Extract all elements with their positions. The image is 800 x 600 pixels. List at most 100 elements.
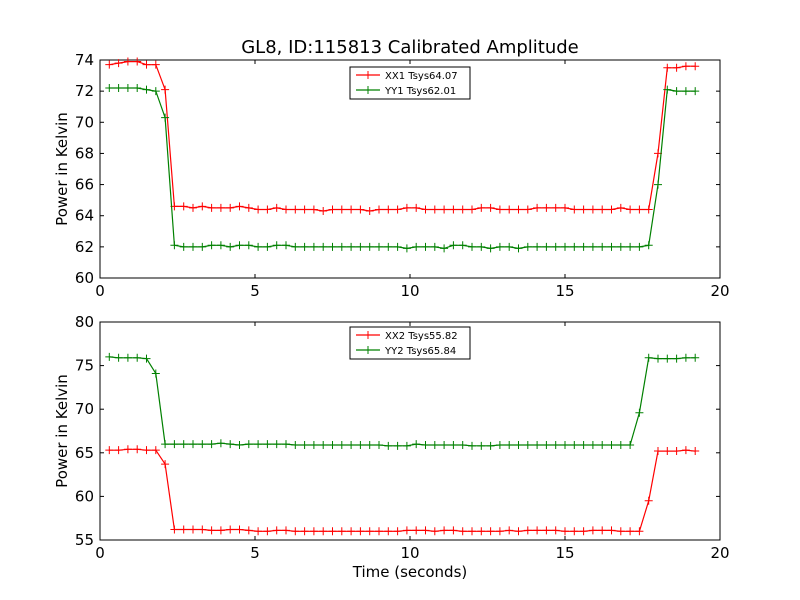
data-point bbox=[356, 527, 365, 536]
data-point bbox=[626, 242, 635, 251]
data-point bbox=[189, 440, 197, 449]
data-point bbox=[393, 242, 402, 251]
y-tick-label: 55 bbox=[75, 531, 94, 549]
data-point bbox=[291, 440, 300, 449]
data-point bbox=[291, 205, 300, 214]
data-point bbox=[151, 369, 160, 378]
data-point bbox=[570, 527, 579, 536]
data-point bbox=[616, 440, 625, 449]
data-point bbox=[133, 57, 142, 66]
data-point bbox=[300, 205, 309, 214]
data-point bbox=[681, 446, 690, 455]
data-point bbox=[523, 526, 532, 535]
data-point bbox=[514, 205, 523, 214]
data-point bbox=[142, 60, 151, 69]
data-point bbox=[309, 440, 318, 449]
data-point bbox=[244, 440, 253, 449]
data-point bbox=[449, 440, 458, 449]
data-point bbox=[170, 525, 179, 534]
data-point bbox=[309, 205, 318, 214]
data-point bbox=[123, 353, 132, 362]
data-point bbox=[607, 205, 616, 214]
data-point bbox=[588, 242, 597, 251]
data-point bbox=[626, 527, 635, 536]
data-point bbox=[198, 242, 207, 251]
data-point bbox=[412, 203, 421, 212]
data-point bbox=[672, 354, 681, 363]
legend-label: YY1 Tsys62.01 bbox=[384, 86, 456, 97]
data-point bbox=[430, 242, 439, 251]
data-point bbox=[384, 441, 393, 450]
data-point bbox=[309, 242, 318, 251]
data-point bbox=[542, 526, 551, 535]
data-point bbox=[588, 526, 597, 535]
data-point bbox=[477, 527, 486, 536]
data-point bbox=[216, 241, 225, 250]
data-point bbox=[542, 440, 551, 449]
data-point bbox=[337, 242, 346, 251]
data-point bbox=[691, 447, 700, 456]
data-point bbox=[495, 440, 504, 449]
data-point bbox=[226, 440, 235, 449]
data-point bbox=[347, 242, 356, 251]
data-point bbox=[533, 440, 542, 449]
data-point bbox=[691, 353, 700, 362]
data-point bbox=[133, 353, 142, 362]
data-point bbox=[468, 527, 476, 536]
data-point bbox=[561, 242, 569, 251]
data-point bbox=[300, 527, 309, 536]
data-point bbox=[393, 441, 402, 450]
data-point bbox=[626, 205, 635, 214]
data-point bbox=[663, 85, 672, 94]
data-point bbox=[356, 205, 365, 214]
data-point bbox=[458, 527, 467, 536]
data-point bbox=[663, 63, 672, 72]
data-point bbox=[356, 242, 365, 251]
data-point bbox=[468, 205, 476, 214]
legend-marker bbox=[364, 331, 372, 339]
data-point bbox=[588, 440, 597, 449]
data-point bbox=[421, 205, 430, 214]
data-point bbox=[644, 241, 653, 250]
bottom-plot: 0 5 10 15 20 55 60 65 70 75 80 Power in Kelvin Time … bbox=[53, 313, 730, 581]
data-point bbox=[365, 207, 374, 216]
data-point bbox=[672, 447, 681, 456]
data-point bbox=[328, 205, 337, 214]
data-point bbox=[235, 202, 244, 211]
data-point bbox=[440, 244, 449, 253]
data-point bbox=[421, 526, 430, 535]
data-point bbox=[161, 440, 170, 449]
data-point bbox=[542, 242, 551, 251]
data-point bbox=[402, 526, 411, 535]
data-point bbox=[244, 526, 253, 535]
data-point bbox=[216, 439, 225, 448]
data-point bbox=[477, 242, 486, 251]
data-point bbox=[477, 441, 486, 450]
data-point bbox=[681, 87, 690, 96]
data-point bbox=[402, 203, 411, 212]
data-point bbox=[672, 63, 681, 72]
data-point bbox=[151, 60, 160, 69]
data-point bbox=[207, 440, 216, 449]
data-point bbox=[365, 440, 374, 449]
data-point bbox=[505, 205, 514, 214]
data-point bbox=[579, 205, 588, 214]
y-tick-label: 64 bbox=[75, 207, 94, 225]
data-point bbox=[365, 527, 374, 536]
data-point bbox=[347, 440, 356, 449]
data-point bbox=[588, 205, 597, 214]
legend-marker bbox=[364, 71, 372, 79]
y-tick-label: 80 bbox=[75, 313, 94, 331]
data-point bbox=[300, 440, 309, 449]
x-tick-label: 5 bbox=[250, 544, 260, 562]
data-point bbox=[123, 84, 132, 93]
data-point bbox=[244, 241, 253, 250]
data-point bbox=[654, 447, 662, 456]
data-point bbox=[347, 205, 356, 214]
data-point bbox=[495, 205, 504, 214]
data-point bbox=[440, 205, 449, 214]
data-point bbox=[486, 441, 495, 450]
y-tick-label: 65 bbox=[75, 444, 94, 462]
data-point bbox=[607, 242, 616, 251]
data-point bbox=[263, 440, 272, 449]
